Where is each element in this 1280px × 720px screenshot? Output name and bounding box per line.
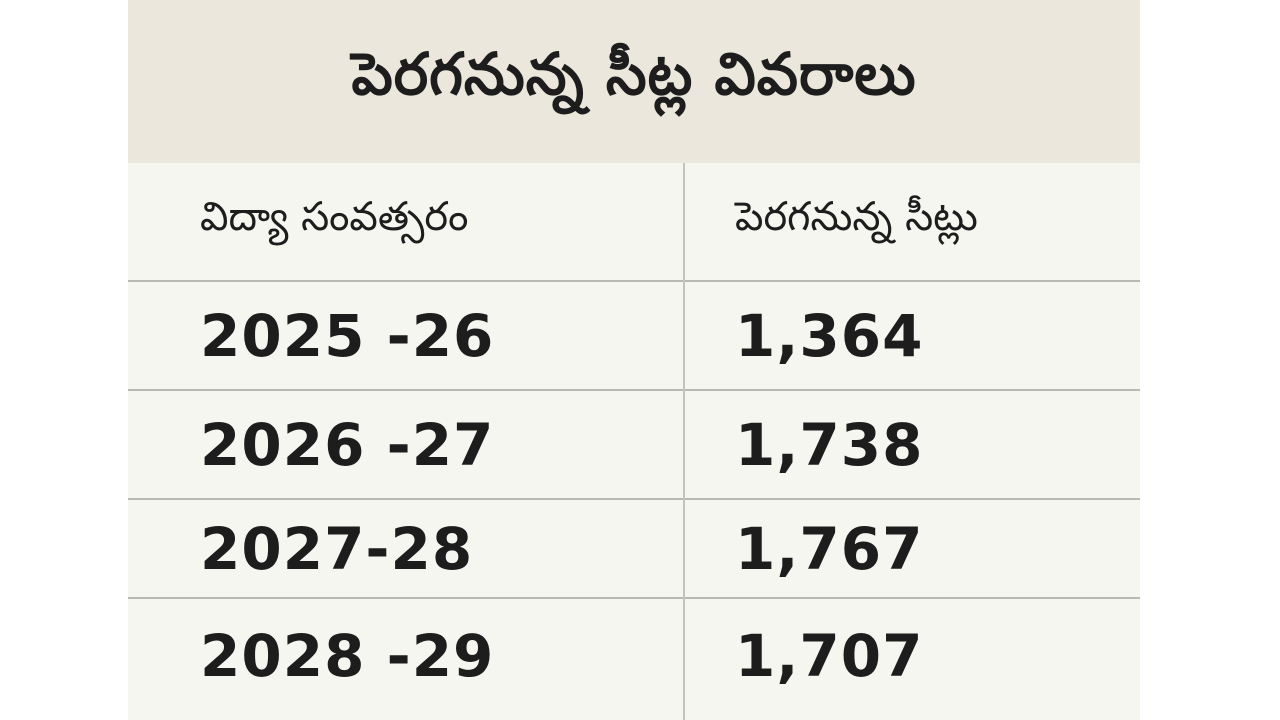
- column-divider: [683, 163, 685, 720]
- row-divider: [128, 498, 1140, 500]
- seats-card: పెరగనున్న సీట్ల వివరాలు విద్యా సంవత్సరం …: [128, 0, 1140, 720]
- year-cell: 2026 -27: [200, 410, 495, 479]
- seats-cell: 1,364: [735, 301, 924, 370]
- year-cell: 2025 -26: [200, 301, 495, 370]
- page-title: పెరగనున్న సీట్ల వివరాలు: [351, 40, 917, 108]
- title-bar: పెరగనున్న సీట్ల వివరాలు: [128, 0, 1140, 163]
- table-row: 2028 -29 1,707: [128, 599, 1140, 712]
- row-divider: [128, 389, 1140, 391]
- table-row: 2026 -27 1,738: [128, 391, 1140, 498]
- header-increasing-seats: పెరగనున్న సీట్లు: [735, 193, 978, 240]
- row-divider: [128, 280, 1140, 282]
- header-academic-year: విద్యా సంవత్సరం: [200, 193, 469, 240]
- seats-cell: 1,707: [735, 621, 924, 690]
- table-row: 2027-28 1,767: [128, 500, 1140, 597]
- table-row: 2025 -26 1,364: [128, 282, 1140, 389]
- row-divider: [128, 597, 1140, 599]
- year-cell: 2027-28: [200, 514, 474, 583]
- seats-cell: 1,738: [735, 410, 924, 479]
- year-cell: 2028 -29: [200, 621, 495, 690]
- table-header-row: విద్యా సంవత్సరం పెరగనున్న సీట్లు: [128, 163, 1140, 280]
- seats-cell: 1,767: [735, 514, 924, 583]
